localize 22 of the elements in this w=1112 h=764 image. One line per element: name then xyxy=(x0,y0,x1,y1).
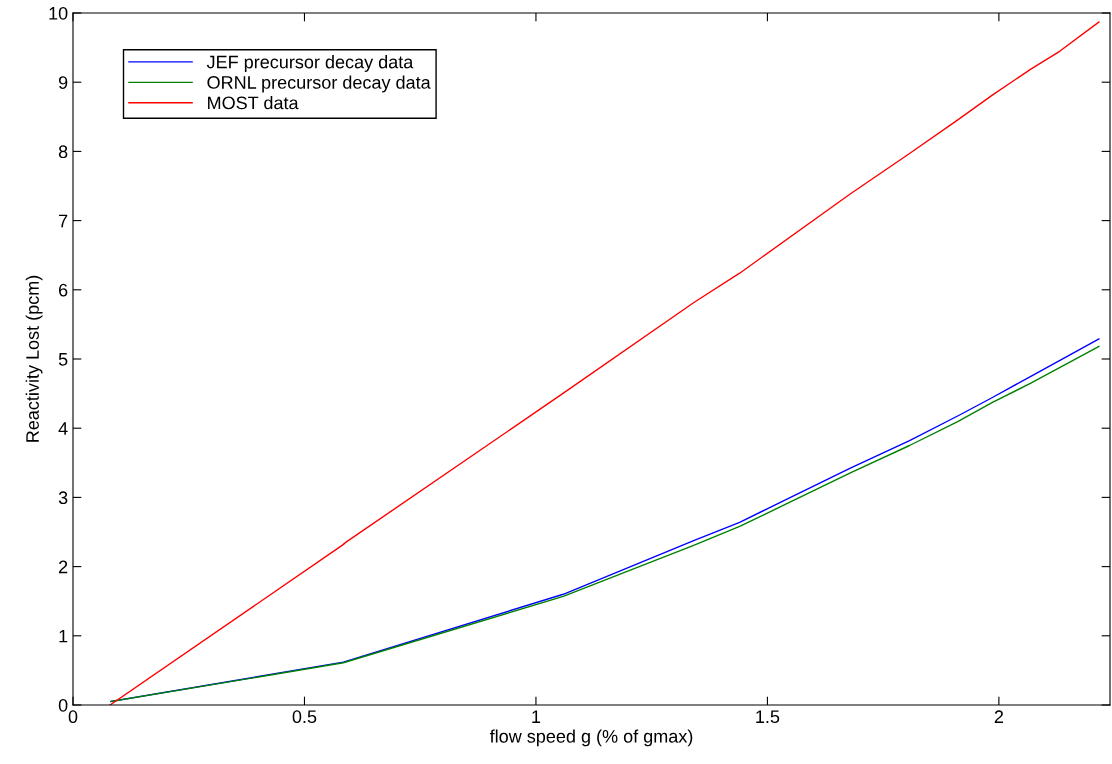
legend-label: MOST data xyxy=(208,96,299,110)
y-tick-label: 0 xyxy=(58,698,68,712)
y-tick-label: 6 xyxy=(59,283,68,297)
y-axis-title: Reactivity Lost (pcm) xyxy=(25,275,43,442)
x-axis-title: flow speed g (% of gmax) xyxy=(489,729,693,747)
x-tick-label: 0.5 xyxy=(292,710,317,724)
y-tick-label: 4 xyxy=(58,422,68,435)
y-tick-label: 3 xyxy=(58,491,68,505)
y-tick-label: 8 xyxy=(58,145,68,159)
line-series xyxy=(109,21,1100,705)
x-tick-label: 1 xyxy=(532,710,541,723)
y-tick-label: 9 xyxy=(58,76,68,89)
legend-label: ORNL precursor decay data xyxy=(207,75,431,93)
legend-label: JEF precursor decay data xyxy=(206,55,414,72)
y-tick-label: 10 xyxy=(49,6,68,20)
y-tick-label: 1 xyxy=(59,629,68,643)
y-tick-label: 5 xyxy=(58,353,68,366)
x-tick-label: 0 xyxy=(68,710,78,724)
y-tick-label: 7 xyxy=(59,214,68,228)
x-tick-label: 2 xyxy=(994,710,1004,723)
y-tick-label: 2 xyxy=(59,560,68,574)
x-tick-label: 1.5 xyxy=(756,710,780,724)
